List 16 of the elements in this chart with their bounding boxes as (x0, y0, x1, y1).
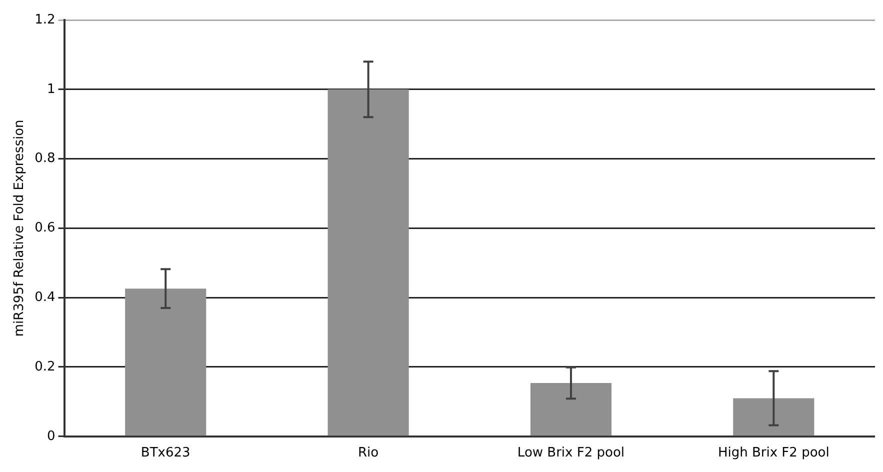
y-tick-label: 1.2 (34, 12, 56, 28)
x-tick-label: Low Brix F2 pool (517, 446, 625, 461)
bar (125, 288, 206, 436)
y-tick-label: 1 (46, 82, 56, 97)
y-tick-label: 0.6 (34, 220, 56, 236)
y-tick-label: 0.8 (34, 151, 56, 166)
bar (530, 382, 612, 436)
y-tick-label: 0.4 (34, 290, 56, 305)
y-axis-title: miR395f Relative Fold Expression (12, 120, 28, 337)
x-tick-label: Rio (358, 446, 379, 461)
y-tick-label: 0 (46, 428, 56, 444)
x-tick-label: High Brix F2 pool (718, 446, 830, 461)
y-tick-label: 0.2 (34, 359, 56, 374)
x-tick-label: BTx623 (140, 446, 190, 461)
bar (733, 398, 814, 436)
bar (328, 89, 409, 436)
